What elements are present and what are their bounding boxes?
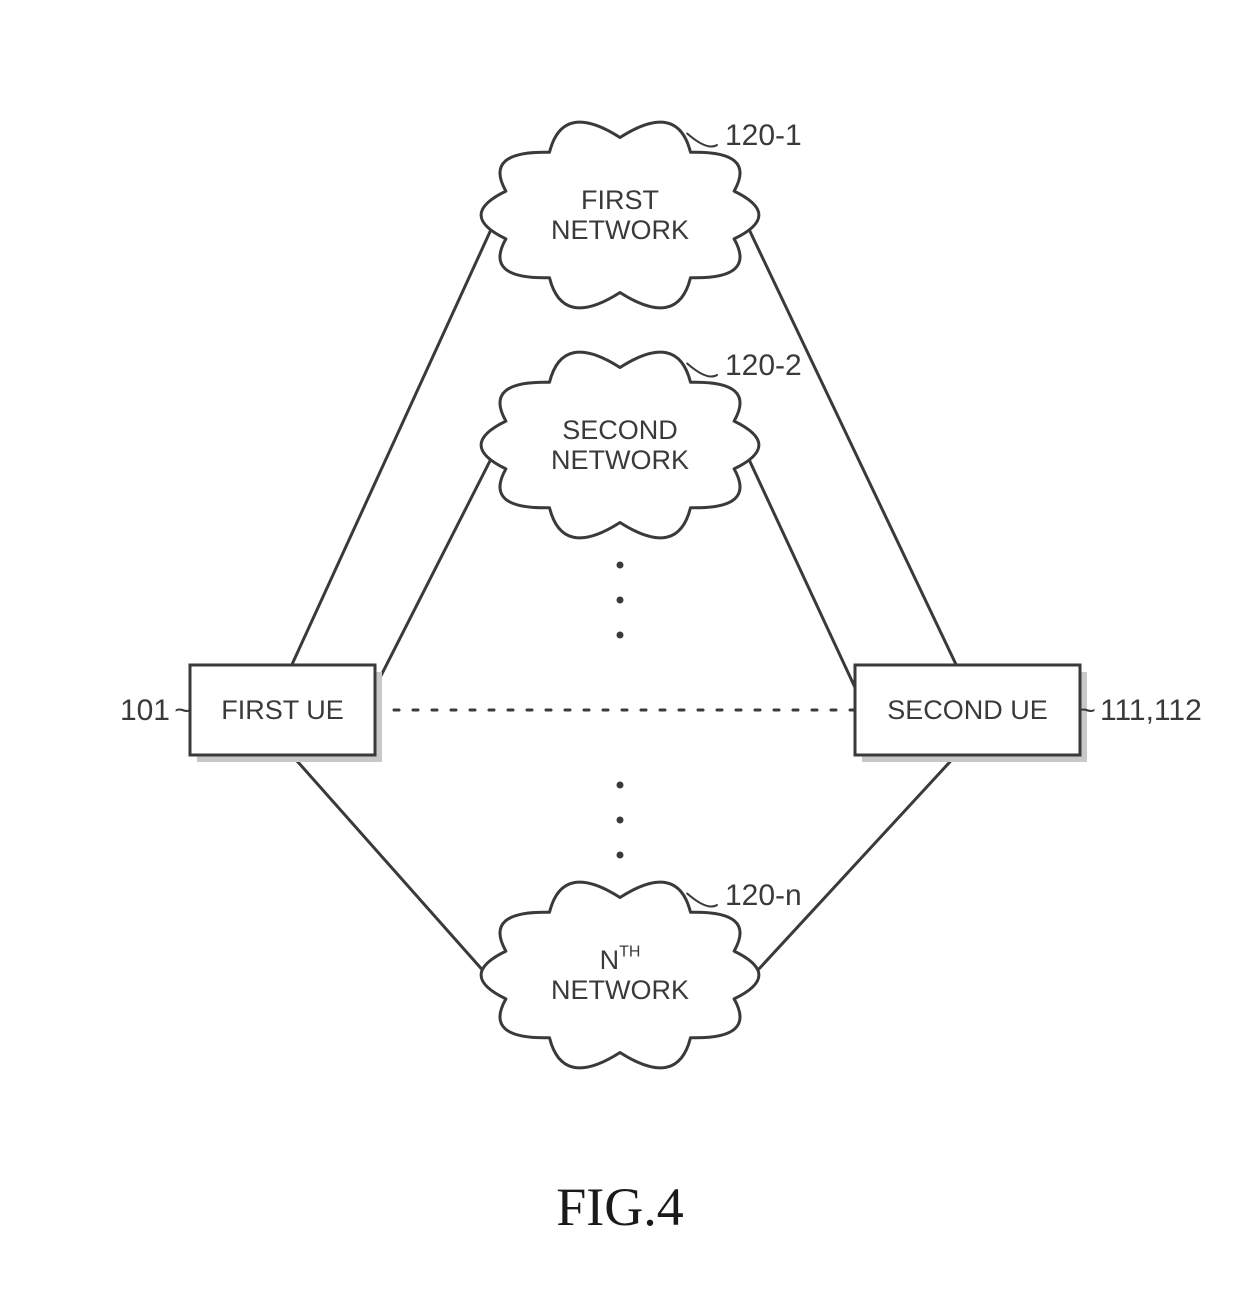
ellipsis-dots bbox=[617, 562, 624, 639]
first-ref: 101 bbox=[120, 694, 170, 727]
cloud-label-line: NETWORK bbox=[551, 975, 689, 1005]
second-ref: 111,112 bbox=[1100, 694, 1202, 727]
edge bbox=[292, 223, 494, 665]
cloud-net1: FIRSTNETWORK 120-1 bbox=[481, 119, 802, 308]
ellipsis-dot bbox=[617, 562, 624, 569]
cloud-netn: NTHNETWORK120-n bbox=[481, 879, 802, 1068]
ellipsis-dot bbox=[617, 817, 624, 824]
edge bbox=[746, 223, 956, 665]
leader-curve bbox=[687, 364, 717, 377]
edge bbox=[292, 755, 494, 983]
cloud-label-line: FIRST bbox=[581, 185, 659, 215]
ref-label: 120-n bbox=[725, 879, 802, 912]
figure-label: FIG.4 bbox=[556, 1177, 684, 1237]
first-label: FIRST UE bbox=[221, 695, 344, 725]
cloud-net2: SECONDNETWORK 120-2 bbox=[481, 349, 802, 538]
ellipsis-dots bbox=[617, 782, 624, 859]
second-box-group: SECOND UE ~111,112 bbox=[855, 665, 1202, 762]
ref-label: 120-2 bbox=[725, 349, 802, 382]
ellipsis-dot bbox=[617, 852, 624, 859]
leader-curve bbox=[687, 894, 717, 907]
cloud-label-line: NETWORK bbox=[551, 215, 689, 245]
ref-label: 120-1 bbox=[725, 119, 802, 152]
second-label: SECOND UE bbox=[887, 695, 1048, 725]
first-box-group: FIRST UE 101~ bbox=[120, 665, 382, 762]
ellipsis-dot bbox=[617, 782, 624, 789]
edge bbox=[375, 453, 494, 688]
tilde: ~ bbox=[1078, 694, 1096, 727]
cloud-label-line: SECOND bbox=[562, 415, 678, 445]
tilde: ~ bbox=[174, 694, 192, 727]
edges-layer bbox=[292, 223, 957, 983]
ellipsis-dot bbox=[617, 597, 624, 604]
ellipsis-dot bbox=[617, 632, 624, 639]
leader-curve bbox=[687, 134, 717, 147]
edge bbox=[746, 453, 855, 688]
cloud-label-line: NETWORK bbox=[551, 445, 689, 475]
edge bbox=[746, 755, 956, 983]
